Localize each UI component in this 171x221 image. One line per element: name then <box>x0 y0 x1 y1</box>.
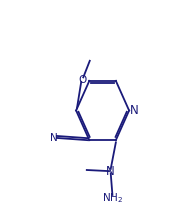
Text: N: N <box>106 165 115 178</box>
Text: N: N <box>129 104 138 117</box>
Text: O: O <box>78 74 86 85</box>
Text: NH$_2$: NH$_2$ <box>102 191 123 204</box>
Text: N: N <box>50 133 58 143</box>
